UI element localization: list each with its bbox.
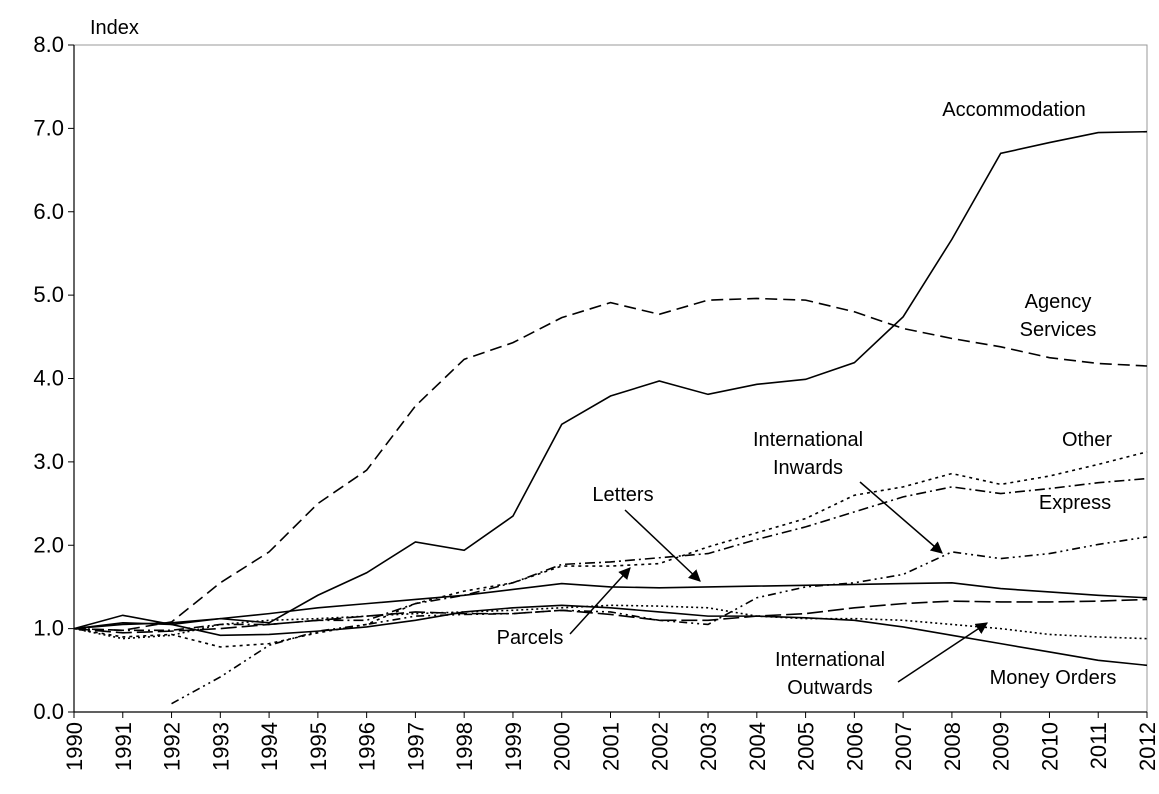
arrow	[624, 509, 701, 582]
x-tick-label: 1995	[306, 722, 331, 771]
series-label: Parcels	[496, 627, 564, 649]
x-tick-label: 1999	[501, 722, 526, 771]
x-tick-label: 1996	[355, 722, 380, 771]
arrow	[569, 567, 631, 635]
x-tick-label: 2011	[1086, 722, 1111, 769]
x-tick-label: 2005	[794, 722, 819, 771]
y-tick-label: 2.0	[33, 532, 64, 557]
x-tick-label: 1993	[208, 722, 233, 771]
x-tick-label: 1990	[62, 722, 87, 771]
x-tick-label: 1997	[403, 722, 428, 771]
x-tick-label: 2010	[1037, 722, 1062, 771]
y-tick-label: 8.0	[33, 32, 64, 57]
x-tick-label: 2012	[1135, 722, 1159, 771]
series-label: Accommodation	[942, 99, 1086, 121]
arrow	[897, 622, 989, 683]
annotation-arrows	[569, 481, 989, 683]
y-tick-label: 4.0	[33, 366, 64, 391]
series-label: International Outwards	[774, 649, 886, 699]
series-label: International Inwards	[752, 429, 864, 479]
series-line	[171, 536, 1148, 705]
series-line	[73, 604, 1148, 667]
x-tick-label: 2008	[940, 722, 965, 771]
x-tick-label: 2004	[745, 722, 770, 771]
x-tick-label: 1998	[452, 722, 477, 771]
series-line	[73, 598, 1148, 634]
series-line	[73, 604, 1148, 640]
arrow	[859, 481, 943, 554]
x-tick-label: 1991	[111, 722, 136, 771]
x-tick-label: 2002	[647, 722, 672, 771]
x-tick-label: 2001	[599, 722, 624, 771]
x-tick-label: 2006	[842, 722, 867, 771]
x-tick-label: 2007	[891, 722, 916, 771]
series-label: Money Orders	[989, 667, 1117, 689]
series-line	[73, 581, 1148, 630]
series-line	[73, 297, 1148, 632]
y-tick-label: 6.0	[33, 199, 64, 224]
y-tick-label: 1.0	[33, 616, 64, 641]
x-tick-label: 2009	[989, 722, 1014, 771]
series-label: Other	[1061, 429, 1113, 451]
y-tick-label: 3.0	[33, 449, 64, 474]
y-tick-label: 7.0	[33, 115, 64, 140]
x-tick-label: 1994	[257, 722, 282, 771]
series-label: Agency Services	[1019, 291, 1097, 341]
x-tick-label: 2003	[696, 722, 721, 771]
series-line	[73, 130, 1148, 630]
x-tick-label: 1992	[160, 722, 185, 771]
y-tick-label: 5.0	[33, 282, 64, 307]
series-label: Express	[1038, 492, 1112, 514]
series-label: Letters	[592, 484, 654, 506]
y-axis-label: Index	[90, 17, 139, 39]
y-tick-label: 0.0	[33, 699, 64, 724]
x-tick-label: 2000	[550, 722, 575, 771]
series-line	[73, 477, 1148, 632]
